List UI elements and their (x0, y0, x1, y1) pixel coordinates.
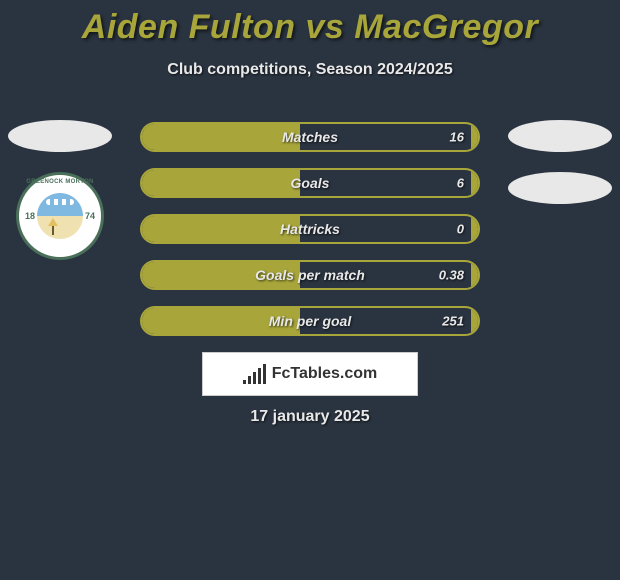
stat-row: Hattricks 0 (140, 214, 480, 244)
stat-label: Min per goal (269, 313, 351, 329)
stat-fill-right (471, 124, 478, 150)
stat-fill-right (471, 170, 478, 196)
club-right-placeholder (508, 172, 612, 204)
stat-fill-left (142, 124, 300, 150)
stat-row: Min per goal 251 (140, 306, 480, 336)
club-badge-top (37, 193, 83, 216)
branding-bar (248, 376, 251, 384)
stat-value-right: 0 (457, 222, 464, 237)
branding-bar (263, 364, 266, 384)
club-badge-bottom (37, 216, 83, 239)
stat-label: Goals (291, 175, 330, 191)
page-subtitle: Club competitions, Season 2024/2025 (0, 61, 620, 79)
stat-label: Goals per match (255, 267, 365, 283)
stat-value-right: 16 (450, 130, 464, 145)
branding-bars-icon (243, 364, 266, 384)
stats-panel: Matches 16 Goals 6 Hattricks 0 Goals per match… (140, 122, 480, 352)
stat-value-right: 251 (442, 314, 464, 329)
branding-box: FcTables.com (202, 352, 418, 396)
stat-fill-right (471, 308, 478, 334)
page-title: Aiden Fulton vs MacGregor (0, 0, 620, 47)
club-year-left: 18 (25, 211, 35, 221)
stat-fill-left (142, 216, 300, 242)
stat-row: Goals per match 0.38 (140, 260, 480, 290)
club-name-text: GREENOCK MORTON (26, 179, 93, 185)
stat-label: Matches (282, 129, 338, 145)
player-right-placeholder (508, 120, 612, 152)
stat-label: Hattricks (280, 221, 340, 237)
stat-value-right: 6 (457, 176, 464, 191)
footer-date: 17 january 2025 (0, 408, 620, 426)
branding-text: FcTables.com (272, 365, 378, 383)
left-player-column: GREENOCK MORTON 18 74 (8, 120, 112, 260)
stat-fill-left (142, 170, 300, 196)
branding-bar (253, 372, 256, 384)
branding-bar (258, 368, 261, 384)
club-year-right: 74 (85, 211, 95, 221)
stat-value-right: 0.38 (439, 268, 464, 283)
club-badge-inner (37, 193, 83, 239)
player-left-placeholder (8, 120, 112, 152)
stat-row: Goals 6 (140, 168, 480, 198)
stat-fill-right (471, 262, 478, 288)
branding-bar (243, 380, 246, 384)
right-player-column (508, 120, 612, 224)
club-badge-left: GREENOCK MORTON 18 74 (16, 172, 104, 260)
stat-row: Matches 16 (140, 122, 480, 152)
stat-fill-right (471, 216, 478, 242)
